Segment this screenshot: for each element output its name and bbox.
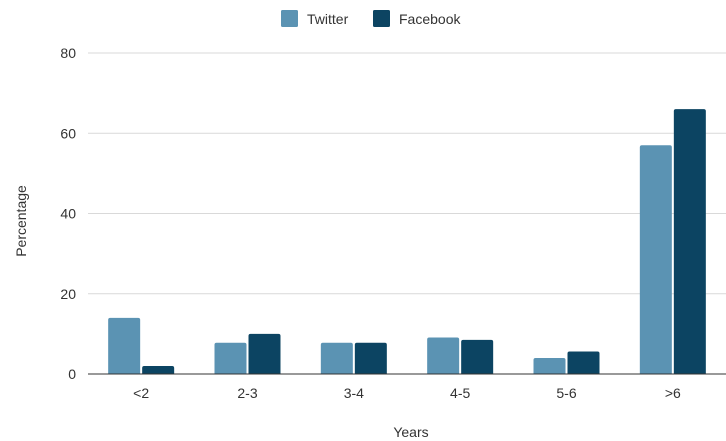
bar-facebook-1 bbox=[248, 333, 281, 374]
x-tick-label: 2-3 bbox=[237, 385, 257, 401]
legend-swatch-twitter bbox=[281, 10, 298, 27]
gridlines bbox=[88, 52, 726, 295]
bar-twitter-3 bbox=[427, 337, 460, 374]
y-tick-label: 80 bbox=[60, 45, 76, 61]
bar-twitter-2 bbox=[320, 342, 353, 374]
bar-facebook-0 bbox=[142, 365, 175, 374]
bar-facebook-4 bbox=[567, 351, 600, 374]
legend-label-twitter: Twitter bbox=[307, 11, 349, 27]
y-tick-label: 60 bbox=[60, 125, 76, 141]
x-axis-title: Years bbox=[393, 424, 428, 440]
x-tick-label: 4-5 bbox=[450, 385, 470, 401]
y-axis-ticks: 0 20 40 60 80 bbox=[60, 45, 76, 382]
chart-legend: Twitter Facebook bbox=[281, 10, 461, 27]
legend-label-facebook: Facebook bbox=[399, 11, 461, 27]
x-tick-label: 3-4 bbox=[344, 385, 364, 401]
x-axis-ticks: <2 2-3 3-4 4-5 5-6 >6 bbox=[133, 385, 681, 401]
y-tick-label: 20 bbox=[60, 286, 76, 302]
x-tick-label: >6 bbox=[665, 385, 681, 401]
x-tick-label: <2 bbox=[133, 385, 149, 401]
bar-twitter-0 bbox=[108, 317, 141, 374]
x-tick-label: 5-6 bbox=[556, 385, 576, 401]
bar-facebook-2 bbox=[354, 342, 387, 374]
legend-swatch-facebook bbox=[373, 10, 390, 27]
bar-twitter-1 bbox=[214, 342, 247, 374]
bar-twitter-5 bbox=[639, 145, 672, 374]
y-tick-label: 40 bbox=[60, 206, 76, 222]
bar-facebook-5 bbox=[673, 109, 706, 375]
bar-facebook-3 bbox=[461, 339, 494, 374]
bar-twitter-4 bbox=[533, 357, 566, 374]
bars bbox=[108, 109, 706, 375]
y-tick-label: 0 bbox=[68, 366, 76, 382]
y-axis-title: Percentage bbox=[13, 185, 29, 257]
